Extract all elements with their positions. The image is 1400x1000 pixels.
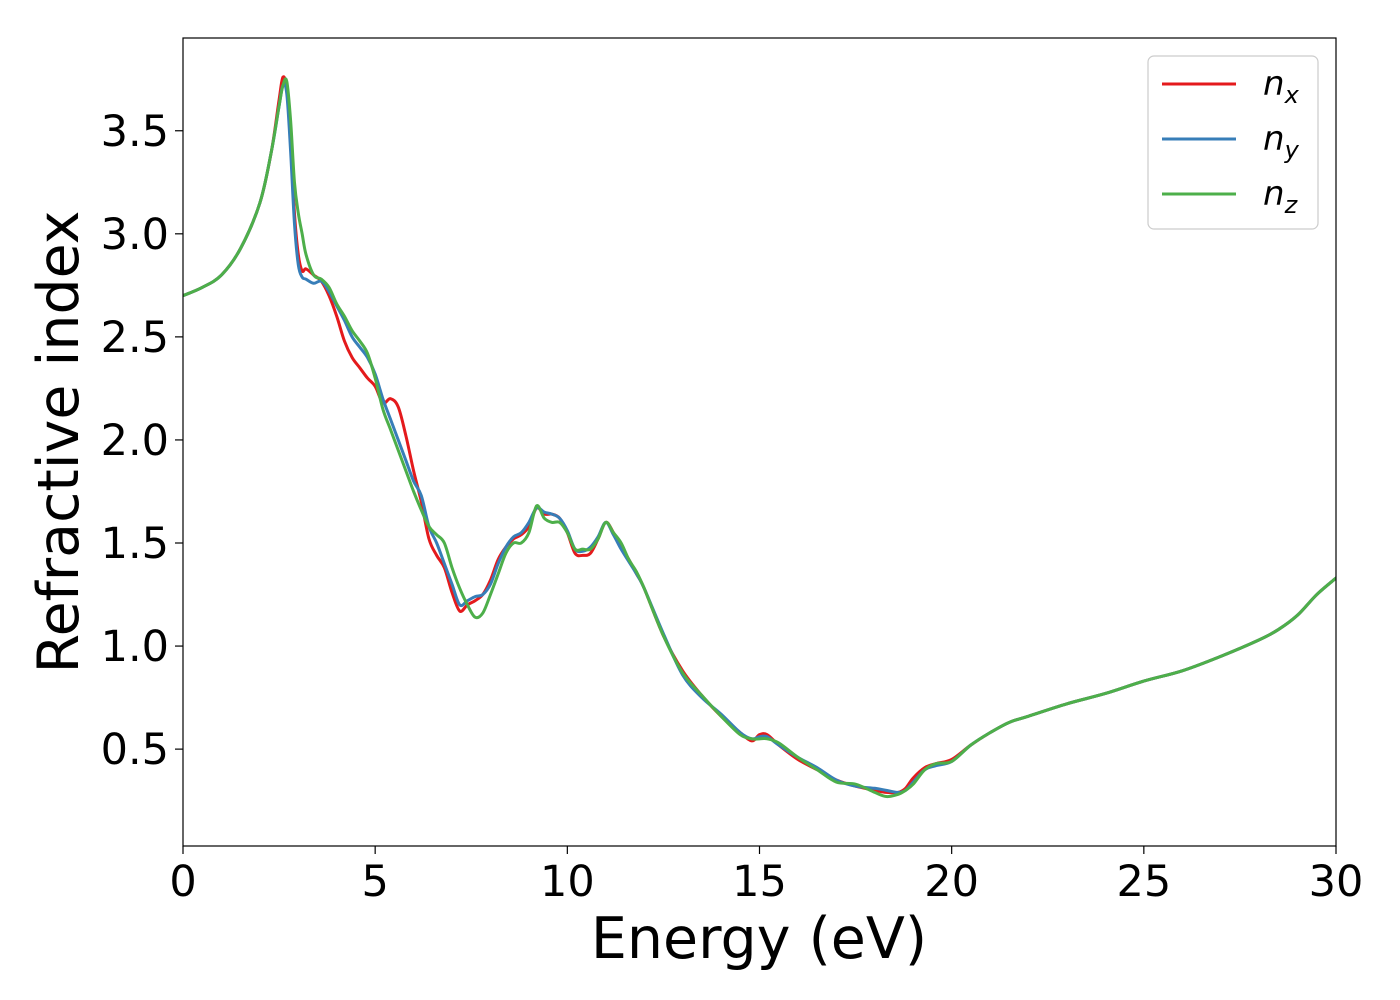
y-tick-label: 2.5 bbox=[101, 313, 169, 363]
x-tick-label: 20 bbox=[924, 857, 979, 907]
legend: nx ny nz bbox=[1147, 55, 1319, 230]
y-tick-label: 1.0 bbox=[101, 622, 169, 672]
legend-label-nx: nx bbox=[1263, 64, 1300, 109]
y-tick-label: 3.0 bbox=[101, 210, 169, 260]
x-axis-title: Energy (eV) bbox=[591, 906, 927, 972]
series-layer bbox=[183, 75, 1336, 799]
x-tick-label: 30 bbox=[1309, 857, 1364, 907]
y-tick-label: 0.5 bbox=[101, 725, 169, 775]
x-tick-label: 25 bbox=[1116, 857, 1171, 907]
legend-label-ny: ny bbox=[1263, 119, 1300, 164]
x-tick-label: 15 bbox=[732, 857, 787, 907]
x-axis-ticks: 0 5 10 15 20 25 30 bbox=[169, 846, 1363, 907]
series-line-nz bbox=[183, 77, 1336, 799]
legend-box bbox=[1147, 55, 1319, 230]
y-axis-title: Refractive index bbox=[26, 211, 92, 674]
y-tick-label: 3.5 bbox=[101, 107, 169, 157]
y-axis-ticks: 0.5 1.0 1.5 2.0 2.5 3.0 3.5 bbox=[101, 107, 183, 775]
x-tick-label: 0 bbox=[169, 857, 196, 907]
x-tick-label: 5 bbox=[361, 857, 388, 907]
y-tick-label: 2.0 bbox=[101, 416, 169, 466]
legend-label-nz: nz bbox=[1263, 174, 1299, 219]
x-tick-label: 10 bbox=[540, 857, 595, 907]
y-tick-label: 1.5 bbox=[101, 519, 169, 569]
